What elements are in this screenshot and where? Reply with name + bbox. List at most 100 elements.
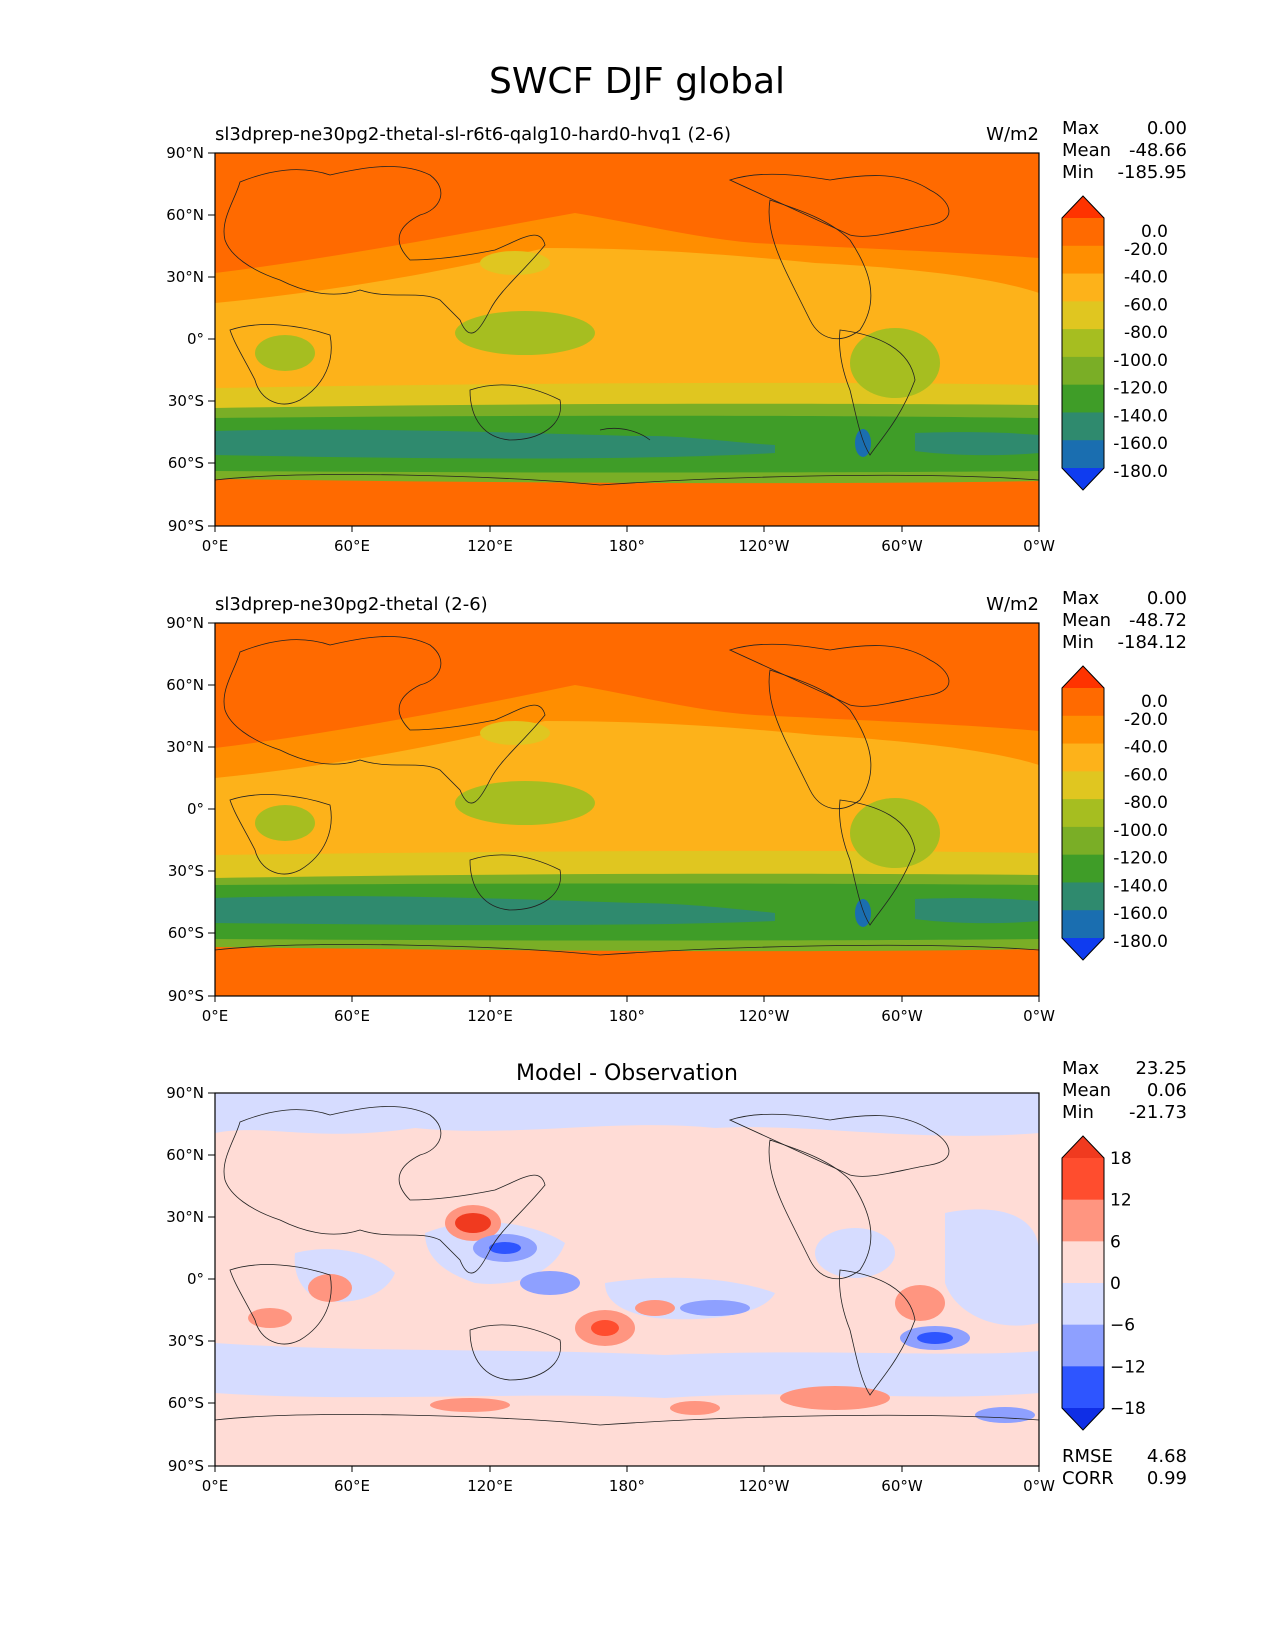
panel-3-lat-ticks: 90°N 60°N 30°N 0° 30°S 60°S 90°S (166, 1084, 215, 1475)
rmse-label: RMSE (1062, 1446, 1113, 1467)
svg-text:60°N: 60°N (166, 676, 204, 694)
panel-2-units: W/m2 (986, 594, 1039, 615)
colorbar-label: 0.0 (1141, 222, 1168, 242)
lon-tick: 60°E (334, 996, 370, 1025)
lat-tick: 90°N (166, 614, 215, 632)
lon-tick: 0°W (1023, 526, 1055, 555)
stat-min-value: -185.95 (1118, 162, 1187, 183)
colorbar-segment (1062, 1324, 1104, 1367)
lon-tick: 60°W (881, 1466, 923, 1495)
svg-text:90°S: 90°S (168, 517, 204, 535)
lon-tick: 120°W (739, 996, 790, 1025)
lat-tick: 60°N (166, 676, 215, 694)
stat-mean-label: Mean (1062, 610, 1111, 631)
svg-text:60°S: 60°S (168, 1394, 204, 1412)
lat-tick: 90°N (166, 144, 215, 162)
panel-2-colorbar: 0.0-20.0 -40.0 -60.0 -80.0 -100.0 -120.0 -140.… (1061, 665, 1168, 961)
colorbar-extend-bottom (1062, 468, 1104, 490)
colorbar-label: 0 (1110, 1274, 1121, 1294)
panel-3-neg-north (215, 1093, 1039, 1136)
panel-1-stats: Max 0.00 Mean -48.66 Min -185.95 (1062, 118, 1187, 183)
stat-mean-value: 0.06 (1147, 1080, 1187, 1101)
lat-tick: 60°S (168, 1394, 215, 1412)
colorbar-segment (1062, 329, 1104, 358)
panel-2-map (215, 623, 1039, 996)
lat-tick: 60°N (166, 206, 215, 224)
panel-3-coastlines (214, 1106, 1040, 1426)
colorbar-label: −6 (1110, 1316, 1135, 1336)
panel-3-neg-newguinea (520, 1271, 580, 1295)
lon-tick: 180° (609, 526, 645, 555)
svg-text:0°: 0° (187, 1270, 204, 1288)
panel-3-title-center: Model - Observation (516, 1061, 738, 1086)
colorbar-segment (1062, 245, 1104, 275)
svg-text:180°: 180° (609, 1007, 645, 1025)
colorbar-extend-bottom (1062, 938, 1104, 960)
stat-min-label: Min (1062, 632, 1094, 653)
svg-text:120°W: 120°W (739, 537, 790, 555)
colorbar-segment (1062, 715, 1104, 745)
svg-text:0°E: 0°E (202, 1477, 229, 1495)
panel-3-pos-japan-core (455, 1213, 491, 1233)
colorbar-label: -120.0 (1113, 849, 1168, 869)
colorbar-outline (1061, 1135, 1105, 1431)
colorbar-label: -80.0 (1124, 323, 1168, 343)
panel-1-title-left: sl3dprep-ne30pg2-thetal-sl-r6t6-qalg10-h… (215, 124, 731, 145)
lon-tick: 0°W (1023, 1466, 1055, 1495)
colorbar-segment (1062, 412, 1104, 441)
panel-1-units: W/m2 (986, 124, 1039, 145)
lat-tick: 30°N (166, 738, 215, 756)
svg-text:120°E: 120°E (467, 537, 513, 555)
panel-2-warm-pool (455, 781, 595, 825)
stat-max-value: 0.00 (1147, 118, 1187, 139)
stat-mean-value: -48.66 (1129, 140, 1187, 161)
lon-tick: 0°E (202, 526, 228, 555)
lon-tick: 120°W (739, 1466, 790, 1495)
svg-text:30°S: 30°S (168, 392, 204, 410)
panel-2-band-storm-core (215, 896, 775, 925)
stat-min-value: -21.73 (1129, 1102, 1187, 1123)
figure-title: SWCF DJF global (489, 61, 785, 102)
colorbar-segment (1062, 882, 1104, 911)
colorbar-extend-top (1062, 196, 1104, 218)
panel-3-neg-atlantic (945, 1209, 1039, 1326)
panel-1-band-storm-core (215, 429, 775, 459)
svg-text:60°E: 60°E (334, 1477, 370, 1495)
panel-2-stats: Max 0.00 Mean -48.72 Min -184.12 (1062, 588, 1187, 653)
colorbar-segment (1062, 799, 1104, 828)
colorbar-label: -60.0 (1124, 765, 1168, 785)
stat-min-label: Min (1062, 1102, 1094, 1123)
panel-1-map (215, 153, 1039, 526)
colorbar-label: -100.0 (1113, 821, 1168, 841)
colorbar-segment (1062, 1158, 1104, 1201)
stat-mean-label: Mean (1062, 140, 1111, 161)
colorbar-outline (1061, 665, 1105, 961)
panel-2-band-tropics (215, 721, 1039, 863)
colorbar-label: 6 (1110, 1232, 1121, 1252)
colorbar-label: -160.0 (1113, 904, 1168, 924)
panel-1-lon-ticks: 0°E 60°E 120°E 180° 120°W 60°W 0°W (202, 526, 1055, 555)
stat-max-value: 0.00 (1147, 588, 1187, 609)
stat-max-value: 23.25 (1135, 1058, 1187, 1079)
svg-text:30°S: 30°S (168, 862, 204, 880)
panel-3-pos-tropic (635, 1300, 675, 1316)
panel-1-band-tropics (215, 248, 1039, 393)
colorbar-label: -140.0 (1113, 876, 1168, 896)
colorbar-extend-top (1062, 1136, 1104, 1158)
panel-1-lat-ticks: 90°N 60°N 30°N 0° 30°S 60°S 90°S (166, 144, 215, 535)
svg-text:180°: 180° (609, 537, 645, 555)
panel-3-pos-africa (308, 1274, 352, 1302)
colorbar-label: -40.0 (1124, 268, 1168, 288)
panel-3-pos-brazil (895, 1285, 945, 1321)
panel-1-coastlines (214, 166, 1040, 486)
colorbar-label: -180.0 (1113, 932, 1168, 952)
colorbar-segment (1062, 440, 1104, 469)
svg-text:30°N: 30°N (166, 268, 204, 286)
lat-tick: 30°N (166, 1208, 215, 1226)
colorbar-label: 18 (1110, 1149, 1132, 1169)
lat-tick: 60°N (166, 1146, 215, 1164)
lat-tick: 30°S (168, 1332, 215, 1350)
svg-text:60°W: 60°W (881, 1477, 923, 1495)
svg-text:60°S: 60°S (168, 924, 204, 942)
lat-tick: 30°S (168, 862, 215, 880)
